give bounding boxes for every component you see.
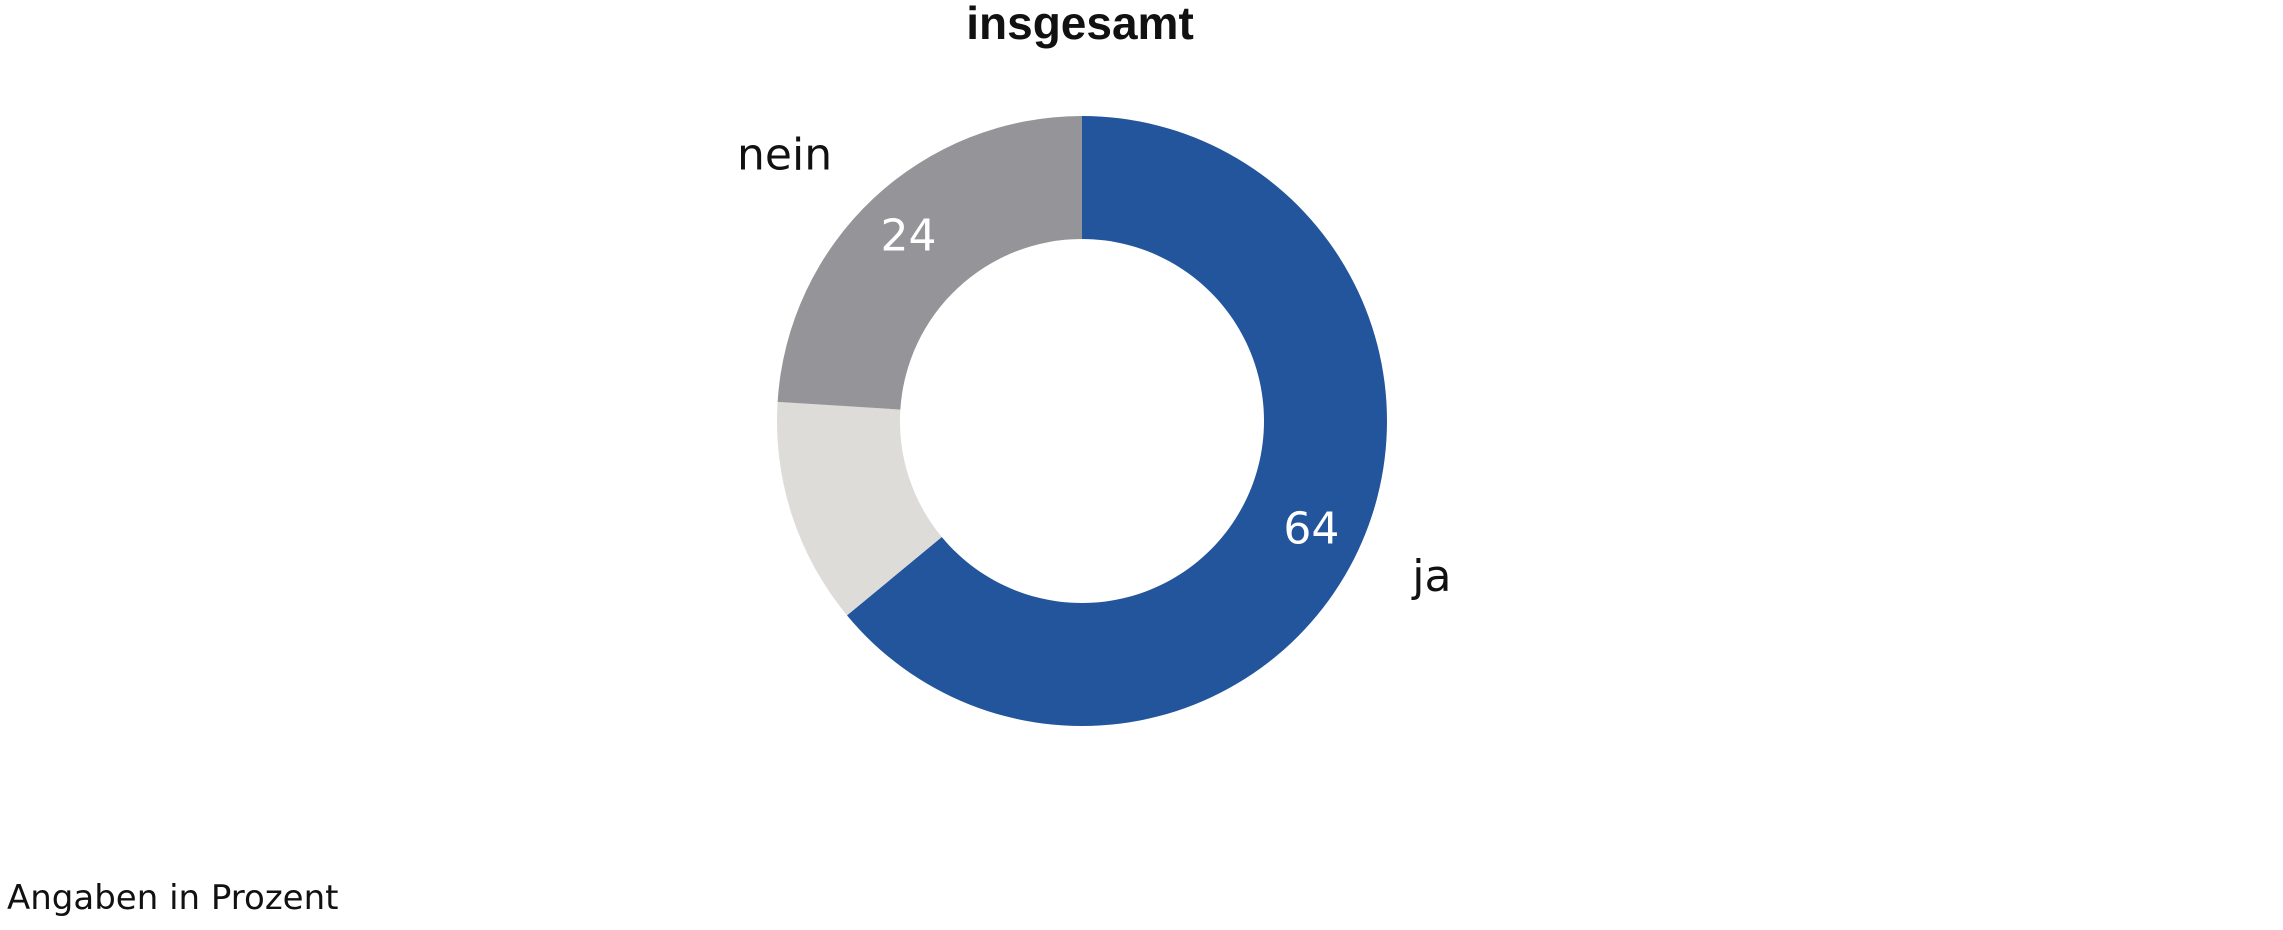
category-label-ja: ja	[1411, 551, 1451, 602]
donut-segment-nein	[777, 116, 1082, 410]
chart-title: insgesamt	[966, 0, 1194, 49]
donut-segment-unlabeled-1	[777, 401, 942, 616]
category-label-nein: nein	[737, 129, 832, 180]
value-label-nein: 24	[880, 211, 936, 262]
donut-segment-ja	[846, 116, 1387, 726]
value-label-ja: 64	[1283, 503, 1339, 554]
footnote: Angaben in Prozent	[7, 878, 339, 918]
